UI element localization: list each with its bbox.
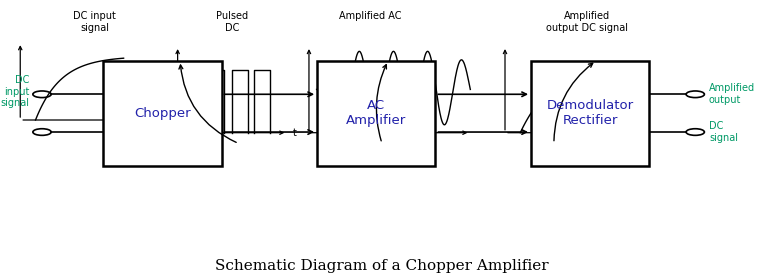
Text: AC
Amplifier: AC Amplifier	[346, 99, 406, 127]
Text: t: t	[293, 128, 296, 138]
Text: t: t	[642, 128, 646, 138]
Text: t: t	[129, 115, 133, 125]
Bar	[103, 61, 222, 166]
Text: Amplified
output: Amplified output	[709, 83, 755, 105]
Text: DC input
signal: DC input signal	[73, 11, 116, 33]
Bar	[317, 61, 435, 166]
Text: Chopper: Chopper	[134, 107, 191, 120]
Text: Amplified
output DC signal: Amplified output DC signal	[545, 11, 627, 33]
Text: Schematic Diagram of a Chopper Amplifier: Schematic Diagram of a Chopper Amplifier	[215, 259, 549, 273]
Text: Demodulator
Rectifier: Demodulator Rectifier	[546, 99, 634, 127]
Text: DC
signal: DC signal	[709, 121, 738, 143]
Text: Amplified AC: Amplified AC	[339, 11, 402, 21]
Text: DC
input
signal: DC input signal	[0, 75, 29, 108]
Text: Pulsed
DC: Pulsed DC	[216, 11, 248, 33]
Bar	[531, 61, 649, 166]
